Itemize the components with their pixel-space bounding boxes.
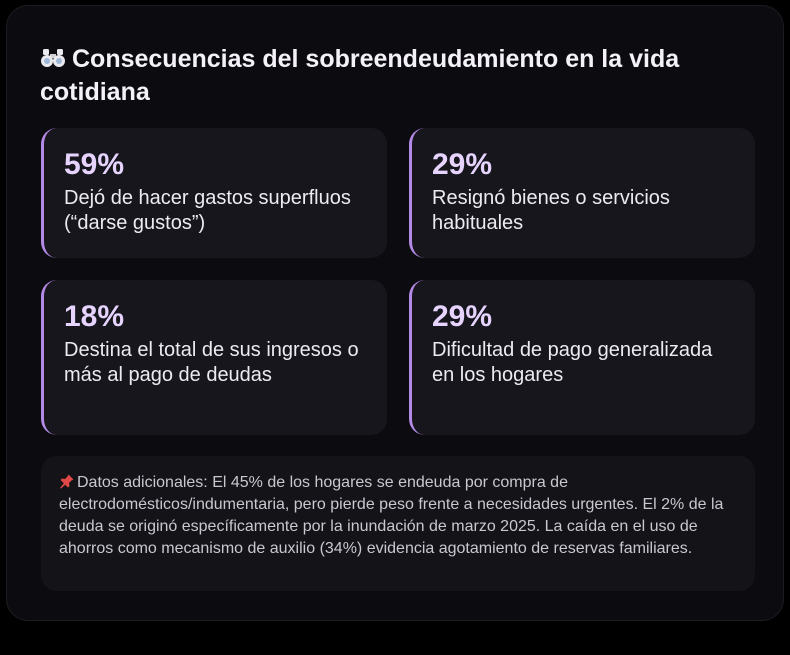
stat-label: Dificultad de pago generalizada en los h…: [432, 339, 713, 386]
stat-card-payment-difficulty: 29% Dificultad de pago generalizada en l…: [409, 280, 755, 435]
pushpin-icon: [59, 473, 75, 489]
note-text: Datos adicionales: El 45% de los hogares…: [59, 474, 724, 557]
stat-value: 59%: [64, 148, 125, 181]
additional-data-note: Datos adicionales: El 45% de los hogares…: [41, 456, 755, 591]
card-title: Consecuencias del sobreendeudamiento en …: [40, 43, 760, 109]
stat-value: 29%: [432, 300, 493, 333]
summary-card: Consecuencias del sobreendeudamiento en …: [6, 5, 784, 621]
stat-label: Destina el total de sus ingresos o más a…: [64, 339, 359, 386]
stat-card-resigned-goods: 29% Resignó bienes o servicios habituale…: [409, 128, 755, 258]
card-title-text: Consecuencias del sobreendeudamiento en …: [40, 45, 680, 106]
stat-label: Dejó de hacer gastos superfluos (“darse …: [64, 187, 351, 234]
stat-value: 18%: [64, 300, 125, 333]
stat-label: Resignó bienes o servicios habituales: [432, 187, 670, 234]
stat-card-superfluous-spending: 59% Dejó de hacer gastos superfluos (“da…: [41, 128, 387, 258]
binoculars-icon: [40, 45, 66, 67]
stat-value: 29%: [432, 148, 493, 181]
stat-card-income-to-debt: 18% Destina el total de sus ingresos o m…: [41, 280, 387, 435]
